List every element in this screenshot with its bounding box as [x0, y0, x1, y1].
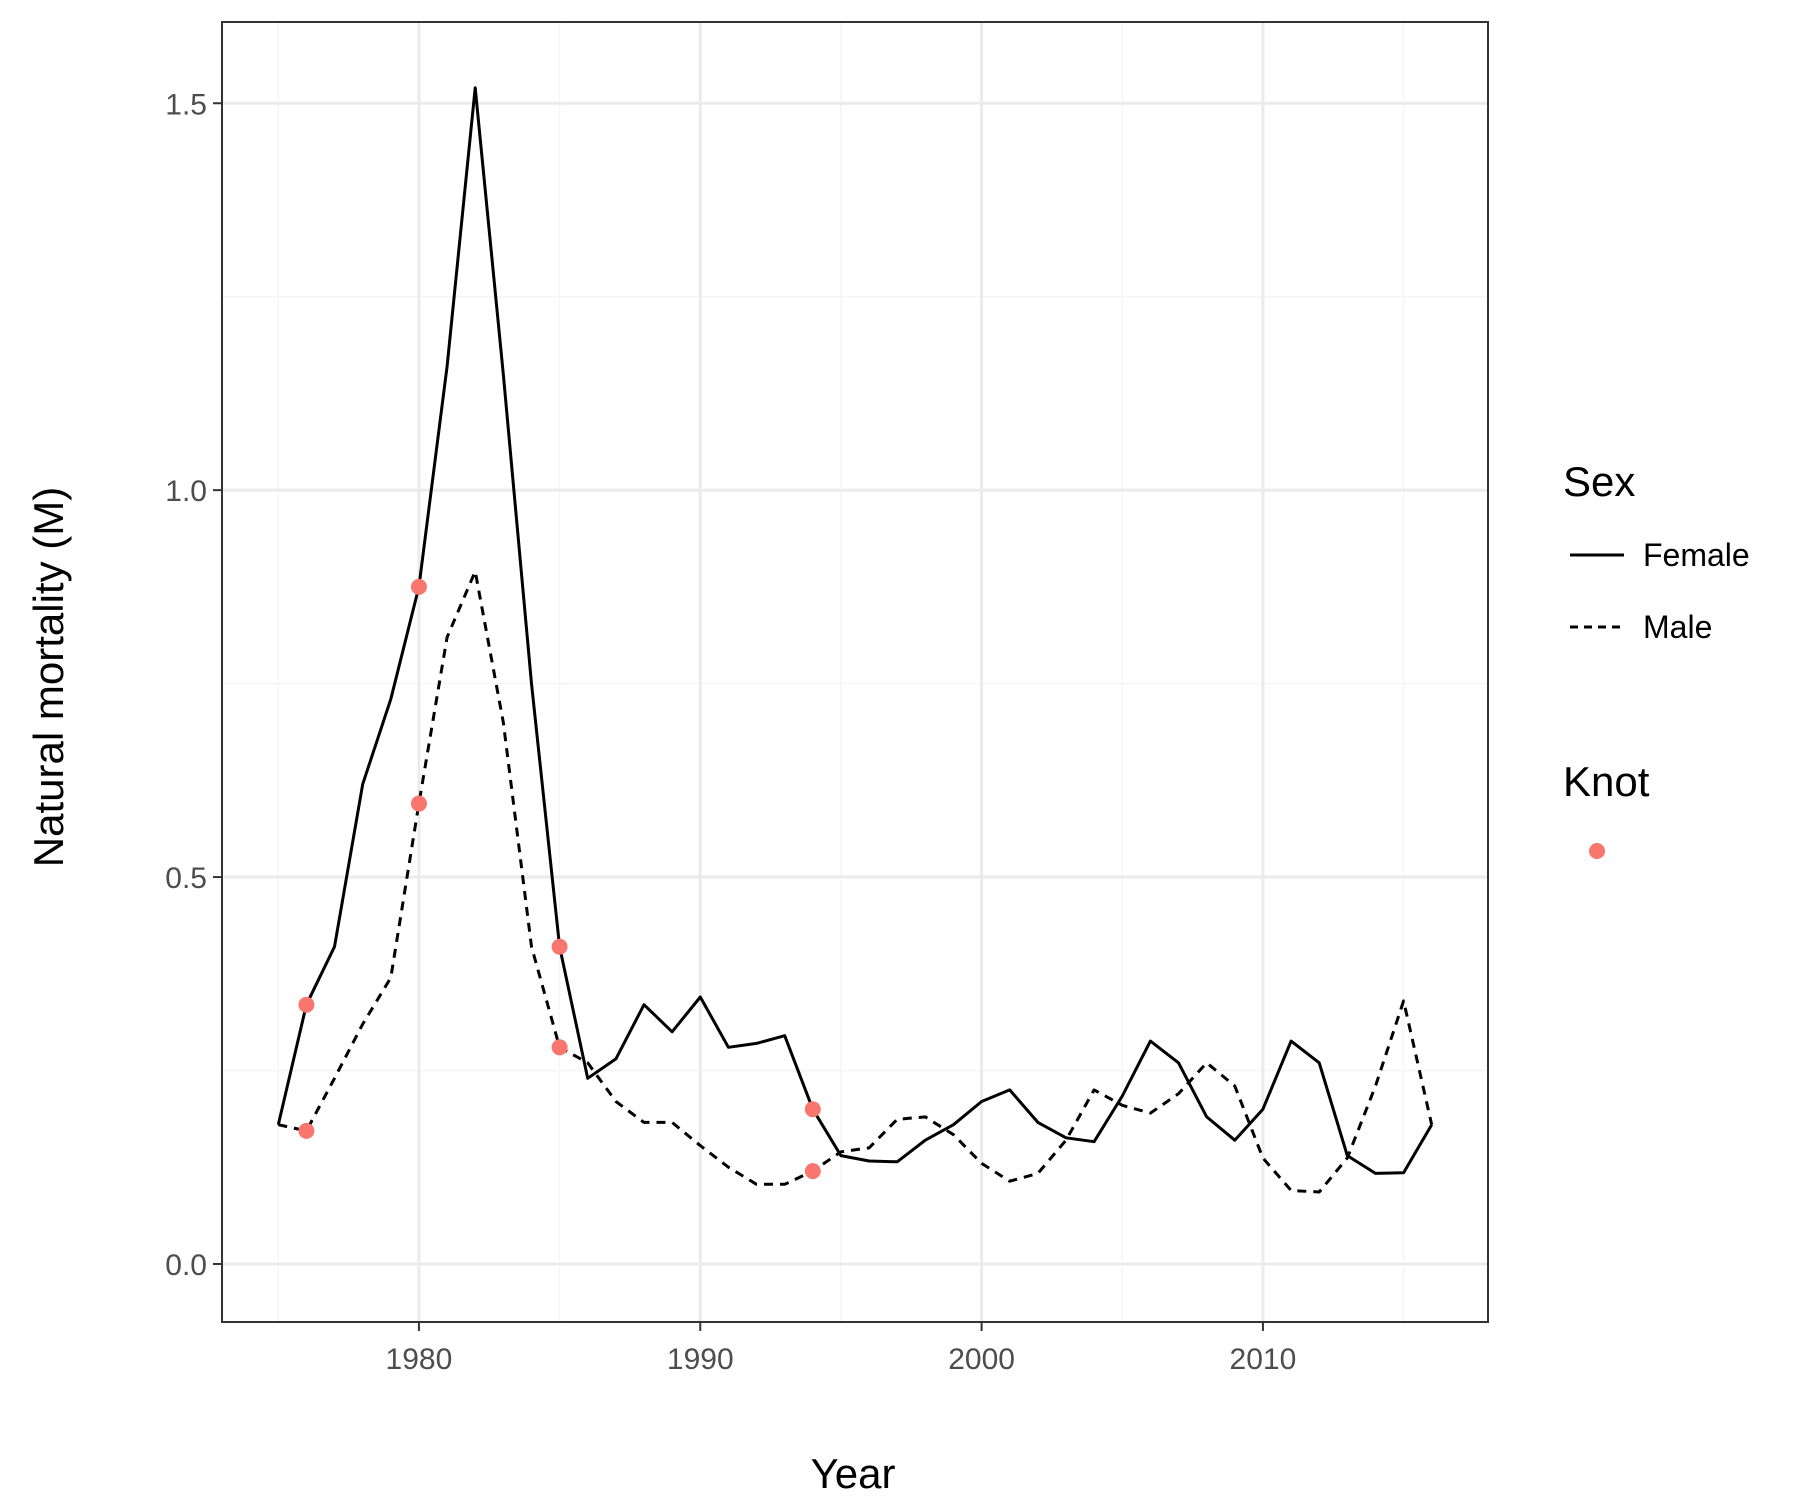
series-line-male — [277, 569, 1434, 1194]
y-tick-label: 0.5 — [165, 862, 207, 895]
knot-point — [551, 1039, 568, 1056]
series-line-female — [276, 86, 1433, 1175]
y-axis-title: Natural mortality (M) — [25, 487, 72, 867]
y-tick-label: 0.0 — [165, 1249, 207, 1282]
x-tick-label: 2010 — [1230, 1343, 1297, 1376]
grid — [222, 22, 1488, 1322]
knot-points — [298, 578, 821, 1180]
y-tick-label: 1.5 — [165, 88, 207, 121]
axes: 1980 1990 2000 2010 0.0 0.5 1.0 1.5 — [165, 88, 1296, 1376]
knot-point — [804, 1101, 821, 1118]
x-tick-label: 1990 — [667, 1343, 734, 1376]
knot-point — [804, 1163, 821, 1180]
x-tick-label: 2000 — [948, 1343, 1015, 1376]
legend-label-female: Female — [1643, 537, 1750, 573]
legend-label-male: Male — [1643, 609, 1712, 645]
x-tick-label: 1980 — [386, 1343, 453, 1376]
x-axis-title: Year — [811, 1450, 896, 1497]
series-lines — [276, 86, 1434, 1194]
knot-point — [298, 1122, 315, 1139]
panel-border — [221, 21, 1489, 1323]
knot-point — [298, 996, 315, 1013]
knot-point — [410, 795, 427, 812]
knot-point — [410, 578, 427, 595]
legend-title-sex: Sex — [1563, 458, 1635, 505]
y-tick-label: 1.0 — [165, 475, 207, 508]
legend: Sex Female Male Knot — [1563, 458, 1750, 859]
knot-point — [551, 938, 568, 955]
legend-key-knot — [1589, 843, 1605, 859]
legend-title-knot: Knot — [1563, 758, 1650, 805]
